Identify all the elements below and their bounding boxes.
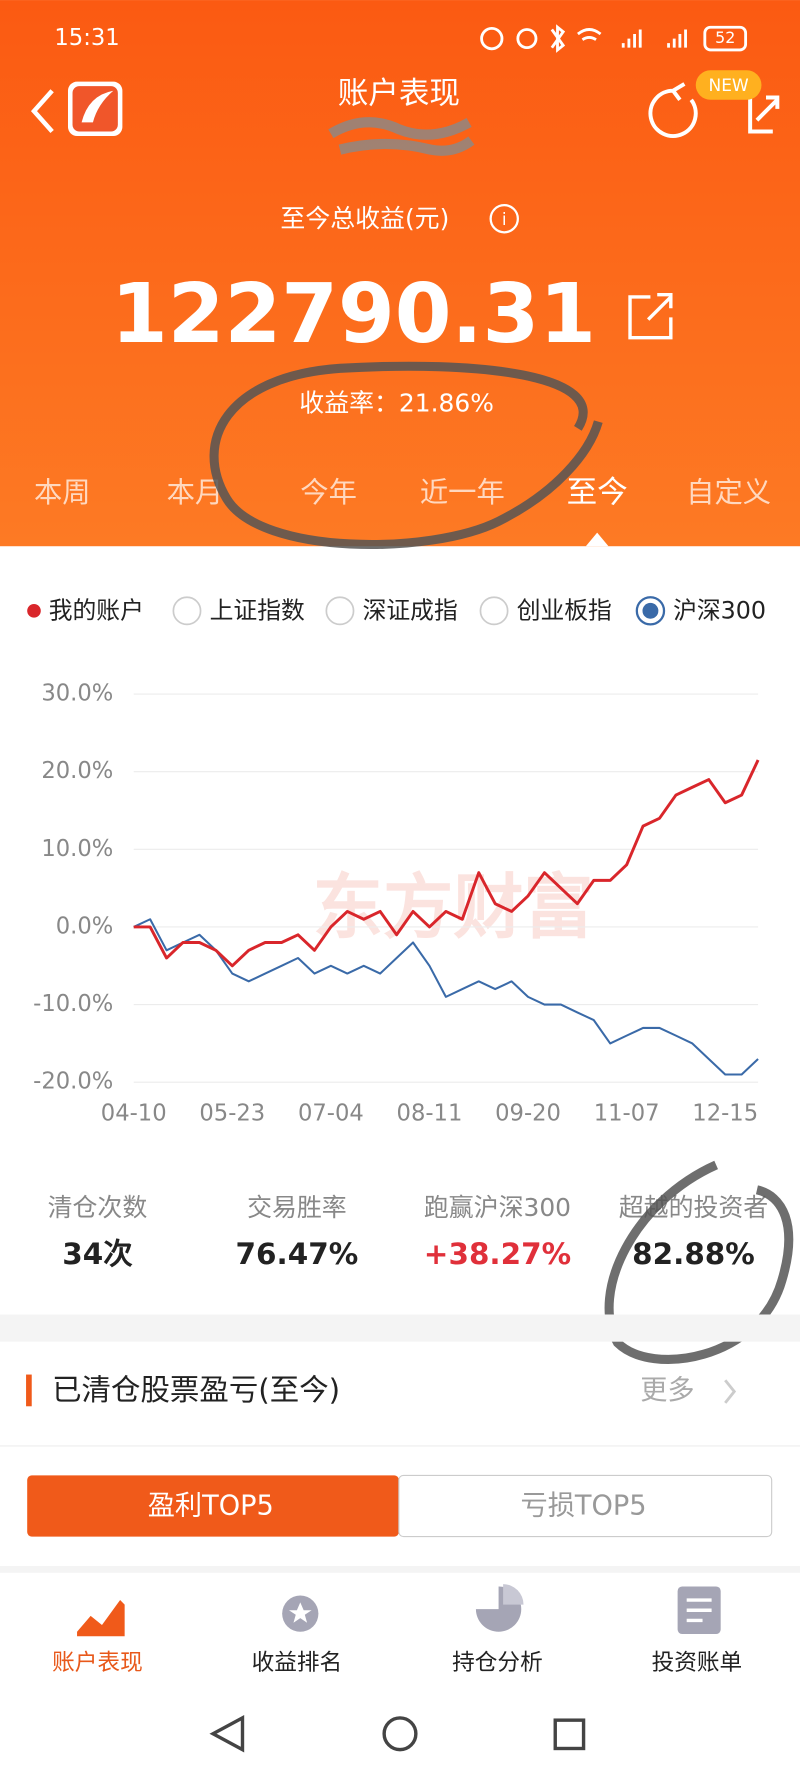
sys-recent[interactable] <box>553 1718 586 1751</box>
y-tick-label: 20.0% <box>41 758 113 784</box>
nav-label[interactable]: 持仓分析 <box>452 1650 543 1676</box>
status-time: 15:31 <box>54 25 119 51</box>
y-tick-label: 30.0% <box>41 681 113 707</box>
more-link[interactable]: 更多 <box>640 1375 694 1406</box>
series-line <box>133 759 760 968</box>
new-badge <box>695 70 762 100</box>
y-tick-label: 10.0% <box>41 836 113 862</box>
tab[interactable]: 至今 <box>567 476 628 511</box>
share-amount[interactable] <box>628 292 673 340</box>
redaction-scribble <box>328 117 475 156</box>
profit-button-label: 盈利TOP5 <box>148 1491 274 1522</box>
x-tick-label: 07-04 <box>298 1100 364 1126</box>
legend-label: 创业板指 <box>517 596 612 624</box>
nav-label[interactable]: 投资账单 <box>652 1650 743 1676</box>
sys-back[interactable] <box>209 1715 245 1753</box>
sys-home[interactable] <box>382 1716 418 1752</box>
tab-indicator <box>585 532 609 547</box>
legend-radio[interactable] <box>479 596 509 626</box>
divider <box>0 1314 800 1342</box>
stat-value: 82.88% <box>632 1237 755 1271</box>
stat-value: 34次 <box>62 1237 133 1271</box>
info-icon[interactable] <box>489 204 519 234</box>
x-tick-label: 08-11 <box>397 1100 463 1126</box>
legend-label: 上证指数 <box>210 596 305 624</box>
divider <box>0 1566 800 1573</box>
x-tick-label: 12-15 <box>692 1100 758 1126</box>
stat-label: 交易胜率 <box>247 1193 347 1222</box>
legend-radio[interactable] <box>172 596 202 626</box>
x-tick-label: 09-20 <box>495 1100 561 1126</box>
x-tick-label: 04-10 <box>101 1100 167 1126</box>
legend-radio-dot <box>642 602 659 619</box>
app-logo-mark <box>81 90 114 123</box>
more-arrow <box>724 1379 737 1404</box>
nav-label[interactable]: 账户表现 <box>52 1650 143 1676</box>
return-rate: 收益率：21.86% <box>299 389 494 418</box>
tab[interactable]: 近一年 <box>420 476 505 509</box>
tab[interactable]: 今年 <box>300 476 357 509</box>
page-title: 账户表现 <box>338 77 460 112</box>
series-line <box>133 918 759 1076</box>
stat-label: 跑赢沪深300 <box>424 1193 571 1222</box>
status-icons <box>480 24 748 53</box>
tab[interactable]: 自定义 <box>686 476 771 509</box>
back-button[interactable] <box>30 89 54 133</box>
x-tick-label: 11-07 <box>594 1100 660 1126</box>
stat-value: 76.47% <box>236 1237 359 1271</box>
hand-drawn-circle <box>604 1160 794 1364</box>
legend-radio[interactable] <box>325 596 355 626</box>
y-tick-label: -20.0% <box>33 1069 113 1095</box>
loss-button-label: 亏损TOP5 <box>521 1491 647 1522</box>
x-tick-label: 05-23 <box>199 1100 265 1126</box>
legend-label: 沪深300 <box>673 596 766 624</box>
y-tick-label: -10.0% <box>33 991 113 1017</box>
legend-label: 深证成指 <box>363 596 458 624</box>
section-title: 已清仓股票盈亏(至今) <box>52 1373 340 1407</box>
total-amount: 122790.31 <box>111 267 596 362</box>
hand-drawn-circle <box>209 361 603 550</box>
y-tick-label: 0.0% <box>56 913 114 939</box>
refresh-button[interactable] <box>648 82 698 138</box>
new-badge-text: NEW <box>708 76 748 96</box>
battery: 52 <box>715 28 735 47</box>
watermark: 东方财富 <box>313 866 594 948</box>
nav-icons <box>77 1584 721 1637</box>
section-marker <box>26 1374 32 1407</box>
legend-marker <box>27 604 41 618</box>
info-i: i <box>502 210 507 230</box>
nav-label[interactable]: 收益排名 <box>252 1650 343 1676</box>
stat-label: 清仓次数 <box>48 1193 148 1222</box>
legend-label: 我的账户 <box>49 596 144 624</box>
stat-value: +38.27% <box>424 1237 571 1271</box>
total-label: 至今总收益(元) <box>280 204 449 233</box>
loss-button[interactable] <box>398 1474 773 1538</box>
tab[interactable]: 本周 <box>34 476 91 509</box>
share-button[interactable] <box>748 95 780 134</box>
profit-button[interactable] <box>27 1475 399 1537</box>
